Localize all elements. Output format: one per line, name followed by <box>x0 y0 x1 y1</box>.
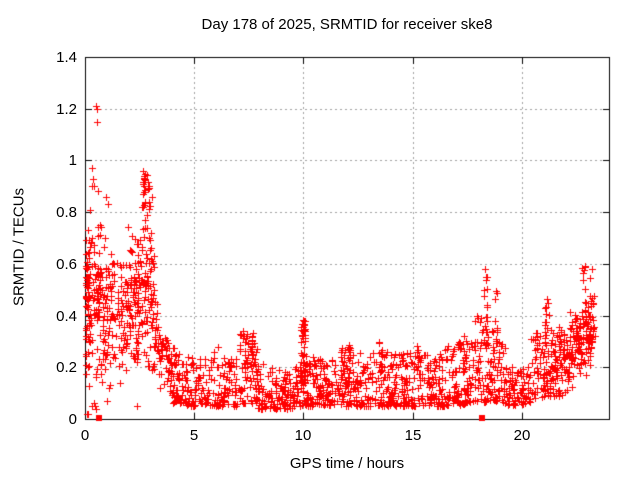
x-tick-label: 15 <box>404 427 422 444</box>
x-tick-label: 10 <box>294 427 312 444</box>
y-tick-label: 1 <box>68 152 77 169</box>
y-tick-label: 0.2 <box>56 359 77 376</box>
x-axis-label: GPS time / hours <box>289 455 405 472</box>
x-tick-label: 20 <box>513 427 531 444</box>
x-tick-label: 0 <box>80 427 90 444</box>
y-tick-label: 0.4 <box>56 308 77 325</box>
x-tick-label: 5 <box>189 427 199 444</box>
y-tick-label: 0 <box>68 411 77 428</box>
y-tick-label: 0.6 <box>56 256 77 273</box>
y-tick-label: 1.4 <box>56 49 77 66</box>
y-tick-label: 1.2 <box>56 101 77 118</box>
y-tick-label: 0.8 <box>56 204 77 221</box>
chart-title: Day 178 of 2025, SRMTID for receiver ske… <box>201 16 493 33</box>
